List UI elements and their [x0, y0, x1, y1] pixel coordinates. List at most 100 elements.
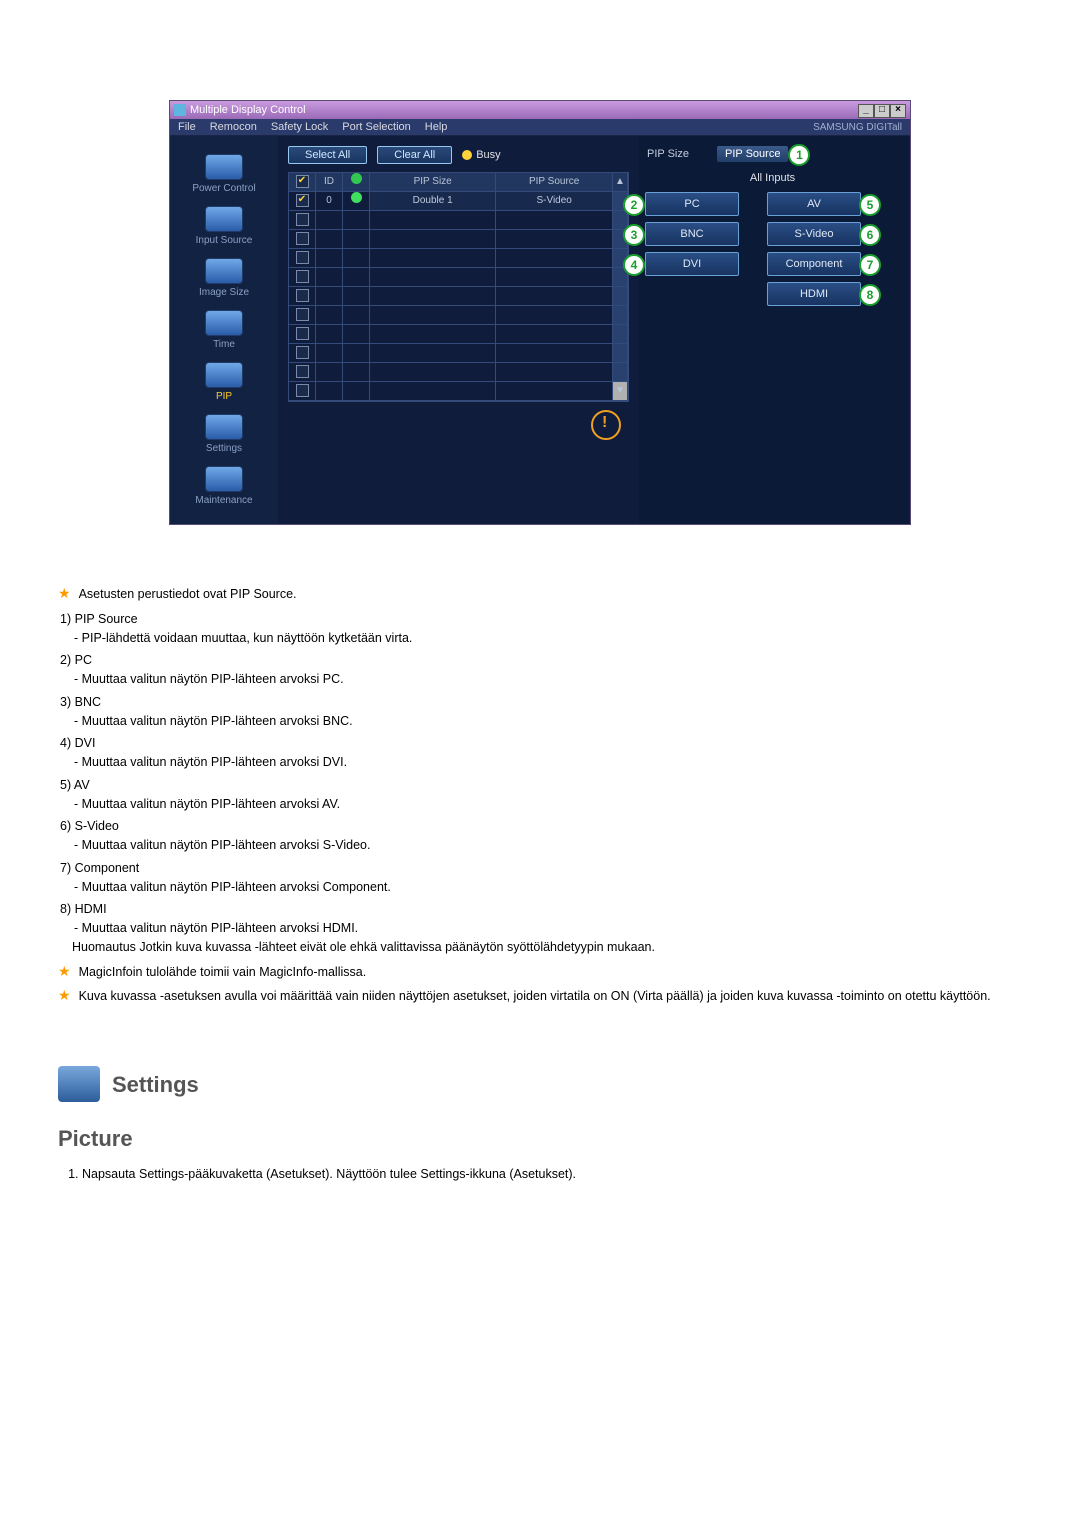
source-pc-button[interactable]: PC — [645, 192, 739, 216]
busy-indicator: Busy — [462, 149, 500, 161]
table-row[interactable] — [289, 306, 628, 325]
sidebar-item-image-size[interactable]: Image Size — [170, 252, 278, 304]
minimize-button[interactable]: _ — [858, 104, 874, 118]
maximize-button[interactable]: □ — [874, 104, 890, 118]
callout-number-5: 5 — [859, 194, 881, 216]
row-pipsource: S-Video — [496, 192, 613, 211]
document-body: ★ Asetusten perustiedot ovat PIP Source.… — [40, 585, 1040, 1184]
table-row[interactable] — [289, 325, 628, 344]
source-hdmi-button[interactable]: HDMI — [767, 282, 861, 306]
sidebar-item-label: Image Size — [199, 287, 249, 298]
callout-number-3: 3 — [623, 224, 645, 246]
item-title: DVI — [75, 736, 96, 750]
item-number: 6) — [60, 819, 71, 833]
row-checkbox[interactable] — [296, 232, 309, 245]
row-checkbox[interactable] — [296, 346, 309, 359]
table-row[interactable] — [289, 211, 628, 230]
grid-header-pipsize[interactable]: PIP Size — [370, 173, 496, 192]
clear-all-button[interactable]: Clear All — [377, 146, 452, 164]
tab-label: PIP Source — [725, 148, 780, 160]
sidebar-item-label: Time — [213, 339, 235, 350]
callout-number-7: 7 — [859, 254, 881, 276]
table-row[interactable] — [289, 249, 628, 268]
item-number: 7) — [60, 861, 71, 875]
row-checkbox[interactable] — [296, 213, 309, 226]
item-desc: - Muuttaa valitun näytön PIP-lähteen arv… — [74, 836, 1022, 855]
table-row[interactable] — [289, 363, 628, 382]
star-line-3: Kuva kuvassa -asetuksen avulla voi määri… — [79, 987, 991, 1006]
close-button[interactable]: × — [890, 104, 906, 118]
item-number: 8) — [60, 902, 71, 916]
source-dvi-button[interactable]: DVI — [645, 252, 739, 276]
source-av-button[interactable]: AV — [767, 192, 861, 216]
sidebar-item-settings[interactable]: Settings — [170, 408, 278, 460]
callout-number-8: 8 — [859, 284, 881, 306]
item-title: PIP Source — [75, 612, 138, 626]
scroll-down-button[interactable]: ▼ — [613, 382, 628, 401]
sidebar-item-label: Input Source — [196, 235, 253, 246]
note-line: Huomautus Jotkin kuva kuvassa -lähteet e… — [72, 938, 1022, 957]
source-component-button[interactable]: Component — [767, 252, 861, 276]
row-checkbox[interactable] — [296, 308, 309, 321]
tab-pip-size[interactable]: PIP Size — [645, 146, 691, 162]
table-row[interactable] — [289, 268, 628, 287]
source-bnc-button[interactable]: BNC — [645, 222, 739, 246]
row-checkbox[interactable] — [296, 270, 309, 283]
star-line-2: MagicInfoin tulolähde toimii vain MagicI… — [79, 963, 367, 982]
item-desc: - Muuttaa valitun näytön PIP-lähteen arv… — [74, 919, 1022, 938]
sidebar-item-input-source[interactable]: Input Source — [170, 200, 278, 252]
settings-section-icon — [58, 1066, 100, 1102]
window-controls[interactable]: _□× — [858, 103, 906, 118]
power-control-icon — [205, 154, 243, 180]
tab-pip-source[interactable]: PIP Source 1 — [717, 146, 788, 162]
row-checkbox[interactable] — [296, 251, 309, 264]
menu-safety-lock[interactable]: Safety Lock — [271, 121, 328, 133]
item-title: PC — [75, 653, 92, 667]
sidebar-item-pip[interactable]: PIP — [170, 356, 278, 408]
row-checkbox[interactable] — [296, 384, 309, 397]
row-pipsize: Double 1 — [370, 192, 496, 211]
item-number: 4) — [60, 736, 71, 750]
menu-port-selection[interactable]: Port Selection — [342, 121, 410, 133]
menu-help[interactable]: Help — [425, 121, 448, 133]
row-checkbox[interactable] — [296, 365, 309, 378]
table-row[interactable]: 0 Double 1 S-Video — [289, 192, 628, 211]
scroll-up-button[interactable]: ▲ — [613, 173, 628, 192]
callout-number-6: 6 — [859, 224, 881, 246]
picture-heading: Picture — [58, 1122, 1022, 1155]
item-title: HDMI — [75, 902, 107, 916]
row-checkbox[interactable] — [296, 194, 309, 207]
settings-heading: Settings — [112, 1068, 199, 1101]
menu-remocon[interactable]: Remocon — [210, 121, 257, 133]
table-row[interactable] — [289, 344, 628, 363]
row-checkbox[interactable] — [296, 289, 309, 302]
table-row[interactable]: ▼ — [289, 382, 628, 401]
menu-file[interactable]: File — [178, 121, 196, 133]
item-number: 2) — [60, 653, 71, 667]
sidebar-item-label: Power Control — [192, 183, 255, 194]
item-desc: - Muuttaa valitun näytön PIP-lähteen arv… — [74, 670, 1022, 689]
sidebar-item-label: PIP — [216, 391, 232, 402]
sidebar-item-maintenance[interactable]: Maintenance — [170, 460, 278, 512]
item-desc: - PIP-lähdettä voidaan muuttaa, kun näyt… — [74, 629, 1022, 648]
sidebar-item-time[interactable]: Time — [170, 304, 278, 356]
image-size-icon — [205, 258, 243, 284]
item-number: 5) — [60, 778, 71, 792]
brand-label: SAMSUNG DIGITall — [813, 122, 902, 133]
sidebar-item-label: Maintenance — [195, 495, 252, 506]
callout-number-2: 2 — [623, 194, 645, 216]
row-checkbox[interactable] — [296, 327, 309, 340]
select-all-button[interactable]: Select All — [288, 146, 367, 164]
input-source-icon — [205, 206, 243, 232]
item-title: Component — [75, 861, 140, 875]
sidebar-item-power-control[interactable]: Power Control — [170, 148, 278, 200]
grid-header-id[interactable]: ID — [316, 173, 343, 192]
item-number: 1) — [60, 612, 71, 626]
grid-header-pipsource[interactable]: PIP Source — [496, 173, 613, 192]
source-svideo-button[interactable]: S-Video — [767, 222, 861, 246]
grid-header-checkbox[interactable] — [289, 173, 316, 192]
table-row[interactable] — [289, 230, 628, 249]
table-row[interactable] — [289, 287, 628, 306]
item-desc: - Muuttaa valitun näytön PIP-lähteen arv… — [74, 712, 1022, 731]
window-title: Multiple Display Control — [190, 104, 306, 116]
